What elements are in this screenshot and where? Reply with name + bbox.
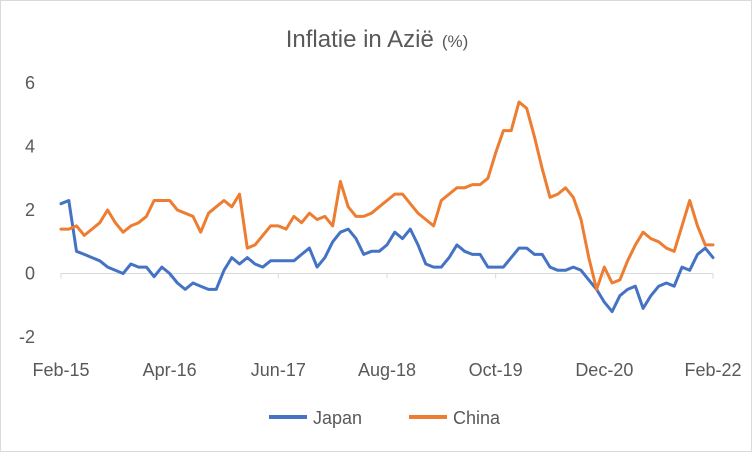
x-tick-label: Aug-18 xyxy=(358,360,416,380)
x-tick-label: Jun-17 xyxy=(251,360,306,380)
series-line-japan xyxy=(59,199,715,314)
x-tick-label: Oct-19 xyxy=(469,360,523,380)
chart-title-text: Inflatie in Azië xyxy=(286,26,434,53)
x-axis-tick-labels: Feb-15 Apr-16 Jun-17 Aug-18 Oct-19 Dec-20 Feb-… xyxy=(32,273,742,380)
y-tick-label: 4 xyxy=(25,137,35,157)
legend: Japan China xyxy=(269,408,501,428)
legend-label-china: China xyxy=(453,408,501,428)
legend-label-japan: Japan xyxy=(313,408,362,428)
x-tick-label: Dec-20 xyxy=(575,360,633,380)
series-line-china xyxy=(59,100,715,291)
y-axis-tick-labels: -2 0 2 4 6 xyxy=(19,73,35,347)
y-tick-label: 6 xyxy=(25,73,35,93)
y-tick-label: 0 xyxy=(25,264,35,284)
x-tick-label: Feb-15 xyxy=(32,360,89,380)
chart-title-unit: (%) xyxy=(442,32,468,51)
y-tick-label: 2 xyxy=(25,200,35,220)
y-tick-label: -2 xyxy=(19,327,35,347)
series-lines xyxy=(59,100,715,314)
x-tick-label: Apr-16 xyxy=(143,360,197,380)
chart-title: Inflatie in Azië (%) xyxy=(286,26,469,53)
x-tick-label: Feb-22 xyxy=(684,360,741,380)
